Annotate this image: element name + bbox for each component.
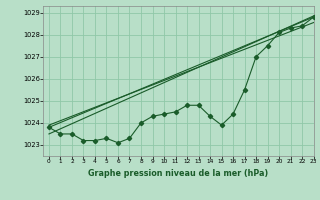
X-axis label: Graphe pression niveau de la mer (hPa): Graphe pression niveau de la mer (hPa) (88, 169, 268, 178)
